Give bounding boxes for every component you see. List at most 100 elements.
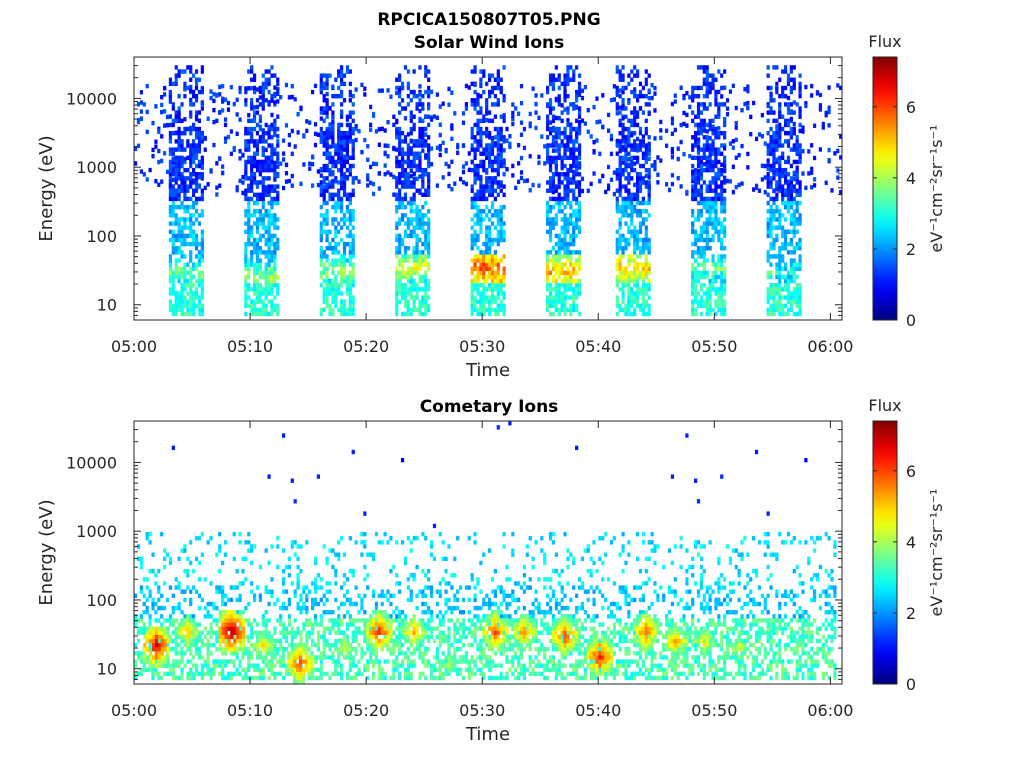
heatmap-cell [493, 254, 497, 259]
heatmap-cell [238, 85, 242, 91]
heatmap-cell [421, 274, 425, 280]
heatmap-cell [403, 303, 408, 308]
heatmap-cell [163, 605, 167, 611]
heatmap-cell [264, 139, 268, 144]
heatmap-cell [415, 246, 419, 251]
heatmap-cell [502, 114, 506, 120]
heatmap-cell [424, 237, 428, 243]
heatmap-cell [247, 159, 251, 165]
heatmap-cell [502, 233, 506, 239]
heatmap-cell [296, 112, 300, 117]
heatmap-cell [139, 671, 143, 677]
heatmap-cell [699, 118, 704, 124]
heatmap-cell [395, 77, 399, 82]
heatmap-cell [334, 192, 338, 198]
heatmap-cell [656, 180, 660, 185]
heatmap-cell [183, 130, 187, 136]
heatmap-cell [168, 274, 173, 280]
heatmap-cell [708, 291, 712, 296]
heatmap-cell [276, 184, 280, 189]
heatmap-cell [398, 246, 402, 251]
heatmap-cell [551, 225, 556, 230]
heatmap-cell [612, 84, 616, 89]
heatmap-cell [412, 229, 416, 234]
heatmap-cell [720, 278, 724, 284]
heatmap-cell [351, 241, 355, 247]
heatmap-cell [720, 291, 724, 296]
heatmap-cell [482, 295, 486, 300]
heatmap-cell [647, 73, 651, 78]
heatmap-cell [566, 167, 570, 173]
heatmap-cell [633, 161, 637, 166]
heatmap-cell [702, 229, 706, 234]
heatmap-cell [264, 283, 268, 288]
heatmap-cell [351, 299, 355, 304]
heatmap-cell [177, 188, 181, 193]
heatmap-cell [566, 176, 570, 181]
heatmap-cell [670, 146, 674, 152]
heatmap-cell [723, 180, 727, 185]
heatmap-cell [641, 246, 645, 251]
heatmap-cell [522, 126, 527, 132]
heatmap-cell [276, 114, 280, 119]
heatmap-cell [151, 568, 155, 574]
heatmap-cell [395, 196, 399, 202]
heatmap-cell [714, 163, 718, 169]
heatmap-cell [490, 188, 495, 193]
heatmap-cell [720, 102, 724, 107]
heatmap-cell [398, 262, 402, 267]
heatmap-cell [340, 77, 344, 82]
heatmap-cell [490, 200, 495, 206]
heatmap-cell [572, 229, 576, 234]
heatmap-cell [615, 90, 619, 95]
heatmap-cell [340, 274, 344, 280]
heatmap-cell [496, 262, 500, 267]
heatmap-cell [273, 167, 277, 173]
heatmap-cell [717, 151, 721, 156]
heatmap-cell [461, 180, 466, 185]
heatmap-cell [665, 128, 669, 133]
heatmap-cell [772, 140, 776, 145]
heatmap-cell [337, 192, 341, 198]
heatmap-cell [557, 250, 561, 255]
heatmap-cell [273, 258, 277, 263]
heatmap-cell [551, 278, 556, 284]
heatmap-cell [691, 225, 695, 230]
heatmap-cell [418, 116, 422, 122]
heatmap-cell [270, 159, 274, 165]
heatmap-cell [328, 241, 332, 247]
heatmap-cell [679, 85, 683, 90]
heatmap-cell [493, 209, 497, 214]
heatmap-cell [470, 266, 474, 271]
heatmap-cell [563, 89, 567, 95]
heatmap-cell [792, 274, 796, 280]
heatmap-cell [189, 217, 193, 222]
heatmap-cell [200, 135, 204, 140]
heatmap-cell [563, 299, 567, 304]
heatmap-cell [633, 118, 637, 124]
heatmap-cell [786, 196, 791, 202]
heatmap-cell [200, 196, 204, 202]
heatmap-cell [476, 266, 480, 271]
heatmap-cell [714, 204, 718, 210]
heatmap-cell [789, 196, 793, 202]
heatmap-cell [177, 147, 181, 152]
heatmap-cell [618, 270, 622, 276]
heatmap-cell [412, 246, 416, 251]
cometary-title: Cometary Ions [420, 397, 559, 417]
heatmap-cell [496, 278, 500, 284]
heatmap-cell [340, 258, 344, 263]
heatmap-cell [412, 262, 416, 267]
heatmap-cell [685, 112, 689, 118]
heatmap-cell [400, 151, 405, 156]
heatmap-cell [627, 73, 631, 78]
heatmap-cell [325, 270, 329, 276]
heatmap-cell [281, 185, 286, 191]
heatmap-cell [618, 254, 622, 259]
heatmap-cell [723, 307, 727, 313]
heatmap-cell [699, 200, 704, 206]
heatmap-cell [180, 283, 184, 288]
heatmap-cell [798, 81, 802, 87]
heatmap-cell [778, 130, 782, 135]
heatmap-cell [322, 85, 326, 91]
